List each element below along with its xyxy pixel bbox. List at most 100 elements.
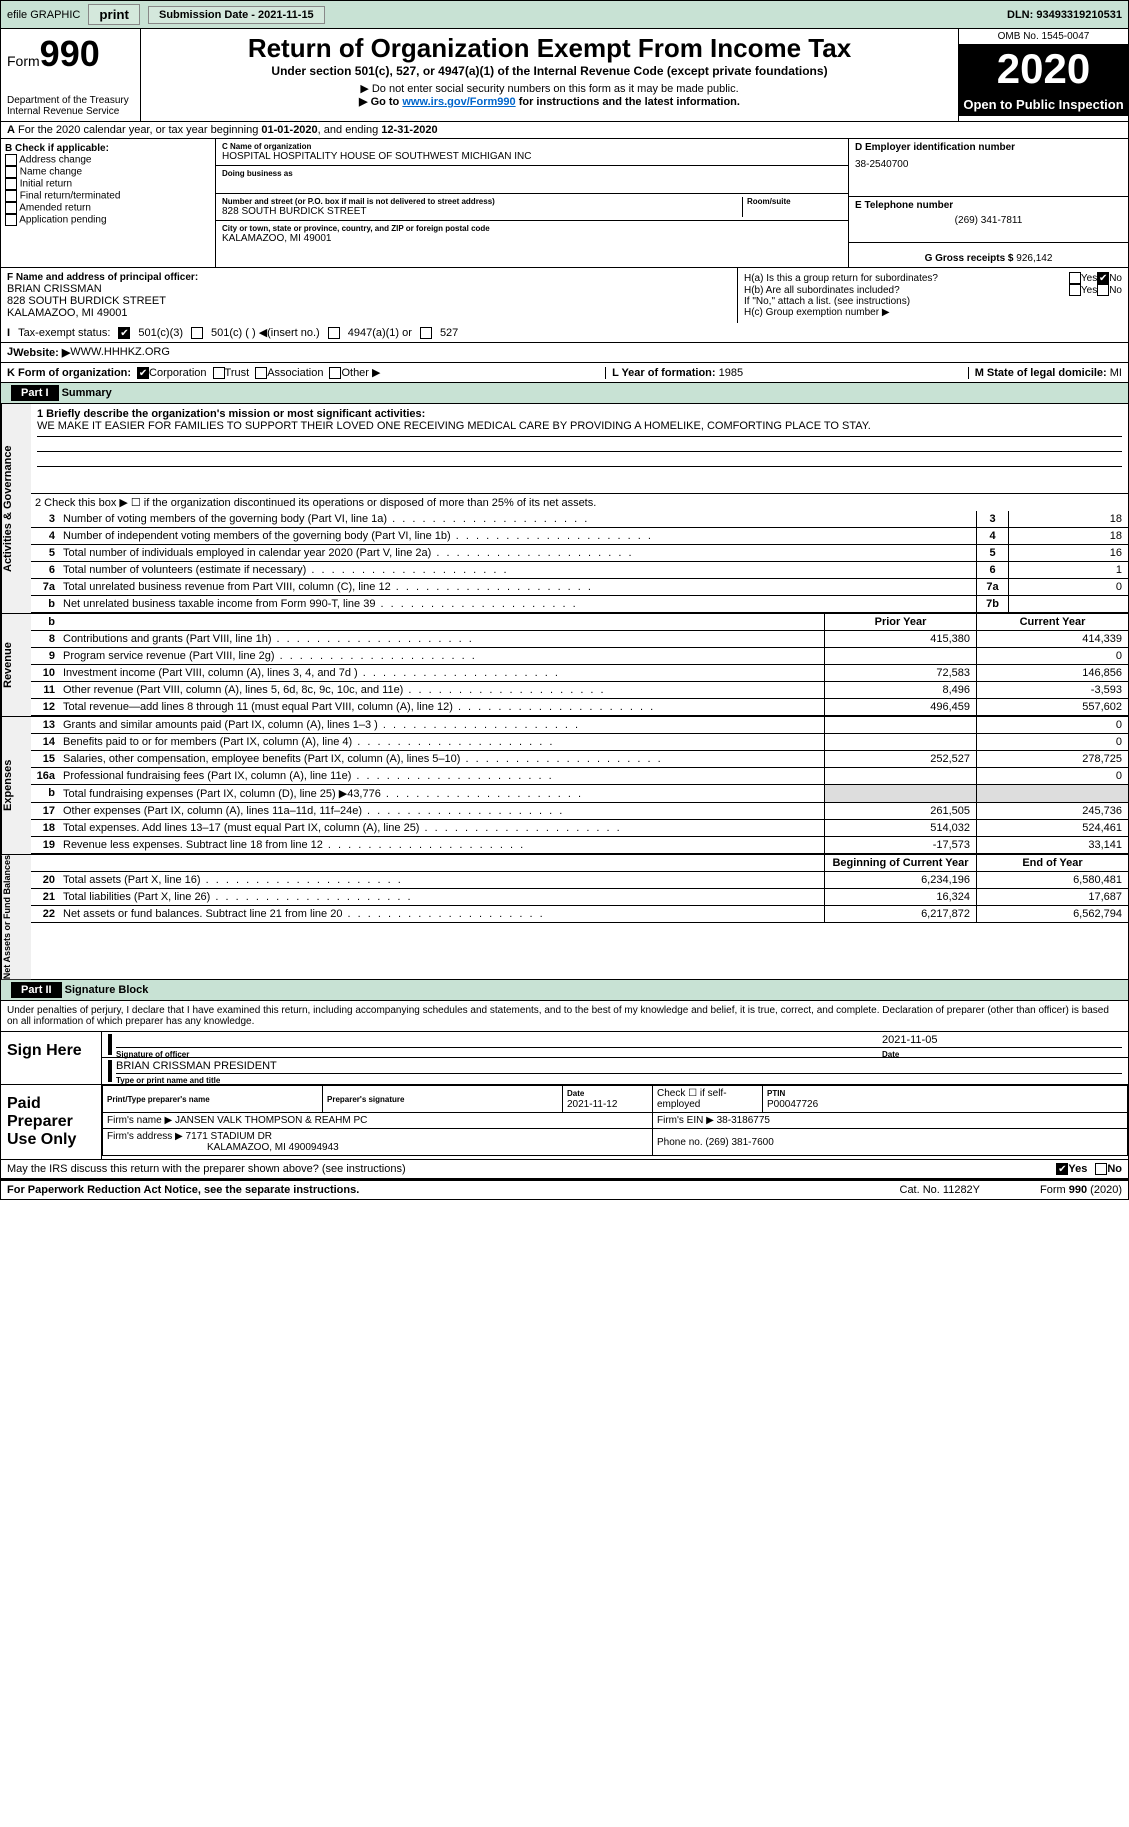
hb-no-checkbox[interactable] <box>1097 284 1109 296</box>
preparer-table: Print/Type preparer's name Preparer's si… <box>102 1085 1128 1156</box>
part2-header: Part II Signature Block <box>0 980 1129 1001</box>
line-14: 14Benefits paid to or for members (Part … <box>31 734 1128 751</box>
mission-text: WE MAKE IT EASIER FOR FAMILIES TO SUPPOR… <box>37 420 871 432</box>
line-15: 15Salaries, other compensation, employee… <box>31 751 1128 768</box>
discuss-no-checkbox[interactable] <box>1095 1163 1107 1175</box>
irs-label: Internal Revenue Service <box>7 106 134 117</box>
summary-netassets: Net Assets or Fund Balances Beginning of… <box>0 855 1129 980</box>
org-name: HOSPITAL HOSPITALITY HOUSE OF SOUTHWEST … <box>222 151 842 162</box>
org-name-cell: C Name of organization HOSPITAL HOSPITAL… <box>216 139 848 166</box>
room-label: Room/suite <box>747 197 842 206</box>
colb-option: Initial return <box>5 178 211 190</box>
4947-checkbox[interactable] <box>328 327 340 339</box>
sign-here-block: Sign Here Signature of officer 2021-11-0… <box>0 1032 1129 1085</box>
corp-checkbox[interactable]: ✔ <box>137 367 149 379</box>
tax-year: 2020 <box>959 45 1128 93</box>
prior-year-header: Prior Year <box>824 614 976 630</box>
line-21: 21Total liabilities (Part X, line 26)16,… <box>31 889 1128 906</box>
officer-print-name: BRIAN CRISSMAN PRESIDENT <box>116 1060 1122 1074</box>
state-domicile: M State of legal domicile: MI <box>968 367 1122 379</box>
paid-preparer-block: Paid Preparer Use Only Print/Type prepar… <box>0 1085 1129 1160</box>
gross-receipts-cell: G Gross receipts $ 926,142 <box>849 243 1128 267</box>
line-16a: 16aProfessional fundraising fees (Part I… <box>31 768 1128 785</box>
form-subtitle-2: ▶ Do not enter social security numbers o… <box>145 82 954 95</box>
form-number: Form990 <box>7 33 134 75</box>
sign-here-label: Sign Here <box>1 1032 101 1084</box>
section-fh: F Name and address of principal officer:… <box>0 267 1129 323</box>
preparer-date: 2021-11-12 <box>567 1099 617 1110</box>
website-value: WWW.HHHKZ.ORG <box>70 346 170 359</box>
current-year-header: Current Year <box>976 614 1128 630</box>
self-employed: Check ☐ if self-employed <box>657 1088 727 1110</box>
527-checkbox[interactable] <box>420 327 432 339</box>
trust-checkbox[interactable] <box>213 367 225 379</box>
col-b-header: B Check if applicable: <box>5 143 109 154</box>
summary-governance: Activities & Governance 1 Briefly descri… <box>0 404 1129 614</box>
discuss-row: May the IRS discuss this return with the… <box>0 1160 1129 1179</box>
telephone-value: (269) 341-7811 <box>855 215 1122 226</box>
dba-cell: Doing business as <box>216 166 848 194</box>
ptin-value: P00047726 <box>767 1099 818 1110</box>
line-17: 17Other expenses (Part IX, column (A), l… <box>31 803 1128 820</box>
cat-no: Cat. No. 11282Y <box>900 1184 981 1196</box>
colb-option: Amended return <box>5 202 211 214</box>
section-bcd: B Check if applicable: Address change Na… <box>0 139 1129 267</box>
tax-exempt-row: ITax-exempt status: ✔501(c)(3) 501(c) ( … <box>0 323 1129 343</box>
gov-line-6: 6Total number of volunteers (estimate if… <box>31 562 1128 579</box>
501c-checkbox[interactable] <box>191 327 203 339</box>
topbar: efile GRAPHIC print Submission Date - 20… <box>0 0 1129 29</box>
omb-number: OMB No. 1545-0047 <box>959 29 1128 45</box>
side-netassets: Net Assets or Fund Balances <box>1 855 31 979</box>
form-subtitle-3: ▶ Go to www.irs.gov/Form990 for instruct… <box>145 95 954 108</box>
side-governance: Activities & Governance <box>1 404 31 613</box>
check-if-applicable: B Check if applicable: Address change Na… <box>1 139 216 267</box>
submission-date-box: Submission Date - 2021-11-15 <box>148 6 325 24</box>
summary-revenue: Revenue b Prior Year Current Year 8Contr… <box>0 614 1129 717</box>
sig-date: 2021-11-05 <box>882 1034 1122 1048</box>
irs-link[interactable]: www.irs.gov/Form990 <box>402 96 515 108</box>
firm-city: KALAMAZOO, MI 490094943 <box>207 1142 339 1153</box>
line-22: 22Net assets or fund balances. Subtract … <box>31 906 1128 923</box>
form-header: Form990 Department of the Treasury Inter… <box>0 29 1129 121</box>
part1-header: Part I Summary <box>0 383 1129 404</box>
firm-address: 7171 STADIUM DR <box>186 1131 273 1142</box>
ein-value: 38-2540700 <box>855 159 1122 170</box>
principal-officer: F Name and address of principal officer:… <box>1 268 738 323</box>
hb-yes-checkbox[interactable] <box>1069 284 1081 296</box>
row-a-tax-year: A For the 2020 calendar year, or tax yea… <box>0 121 1129 139</box>
form-of-org-row: K Form of organization: ✔Corporation Tru… <box>0 363 1129 383</box>
mission-block: 1 Briefly describe the organization's mi… <box>31 404 1128 494</box>
firm-ein: 38-3186775 <box>717 1115 770 1126</box>
firm-name: JANSEN VALK THOMPSON & REAHM PC <box>175 1115 367 1126</box>
summary-expenses: Expenses 13Grants and similar amounts pa… <box>0 717 1129 855</box>
hb-note: If "No," attach a list. (see instruction… <box>744 296 1122 307</box>
501c3-checkbox[interactable]: ✔ <box>118 327 130 339</box>
website-row: J Website: ▶ WWW.HHHKZ.ORG <box>0 343 1129 363</box>
hc-label: H(c) Group exemption number ▶ <box>744 307 1122 318</box>
paid-preparer-label: Paid Preparer Use Only <box>1 1085 101 1159</box>
group-return: H(a) Is this a group return for subordin… <box>738 268 1128 323</box>
pra-notice: For Paperwork Reduction Act Notice, see … <box>7 1184 900 1196</box>
end-year-header: End of Year <box>976 855 1128 871</box>
ha-no-checkbox[interactable]: ✔ <box>1097 272 1109 284</box>
side-revenue: Revenue <box>1 614 31 716</box>
line-13: 13Grants and similar amounts paid (Part … <box>31 717 1128 734</box>
discuss-yes-checkbox[interactable]: ✔ <box>1056 1163 1068 1175</box>
form-subtitle-1: Under section 501(c), 527, or 4947(a)(1)… <box>145 64 954 78</box>
line-11: 11Other revenue (Part VIII, column (A), … <box>31 682 1128 699</box>
print-button[interactable]: print <box>88 4 140 25</box>
city-cell: City or town, state or province, country… <box>216 221 848 247</box>
footer-row: For Paperwork Reduction Act Notice, see … <box>0 1179 1129 1200</box>
gov-line-3: 3Number of voting members of the governi… <box>31 511 1128 528</box>
gross-receipts-value: 926,142 <box>1016 253 1052 264</box>
ein-cell: D Employer identification number 38-2540… <box>849 139 1128 197</box>
officer-addr1: 828 SOUTH BURDICK STREET <box>7 295 731 307</box>
tax-exempt-label: Tax-exempt status: <box>18 327 110 339</box>
colb-option: Name change <box>5 166 211 178</box>
line-9: 9Program service revenue (Part VIII, lin… <box>31 648 1128 665</box>
assoc-checkbox[interactable] <box>255 367 267 379</box>
ha-yes-checkbox[interactable] <box>1069 272 1081 284</box>
year-formation: L Year of formation: 1985 <box>605 367 743 379</box>
efile-label: efile GRAPHIC <box>7 9 80 21</box>
other-checkbox[interactable] <box>329 367 341 379</box>
